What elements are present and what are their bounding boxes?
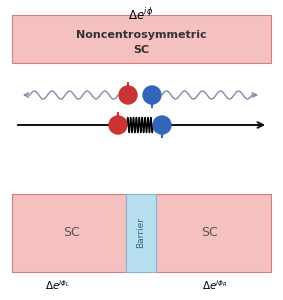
Circle shape xyxy=(119,86,137,104)
Bar xyxy=(126,194,156,272)
Bar xyxy=(12,15,271,63)
Bar xyxy=(12,194,271,272)
Text: $\Delta e^{i\phi}$: $\Delta e^{i\phi}$ xyxy=(128,7,154,23)
Circle shape xyxy=(109,116,127,134)
Text: Barrier: Barrier xyxy=(136,218,145,248)
Text: SC: SC xyxy=(201,226,218,239)
Text: SC: SC xyxy=(64,226,80,239)
Circle shape xyxy=(153,116,171,134)
Text: $\Delta e^{i\phi_L}$: $\Delta e^{i\phi_L}$ xyxy=(45,278,71,292)
Text: $\Delta e^{i\phi_R}$: $\Delta e^{i\phi_R}$ xyxy=(202,278,228,292)
Text: Noncentrosymmetric: Noncentrosymmetric xyxy=(76,30,206,40)
Text: SC: SC xyxy=(133,45,149,55)
Circle shape xyxy=(143,86,161,104)
